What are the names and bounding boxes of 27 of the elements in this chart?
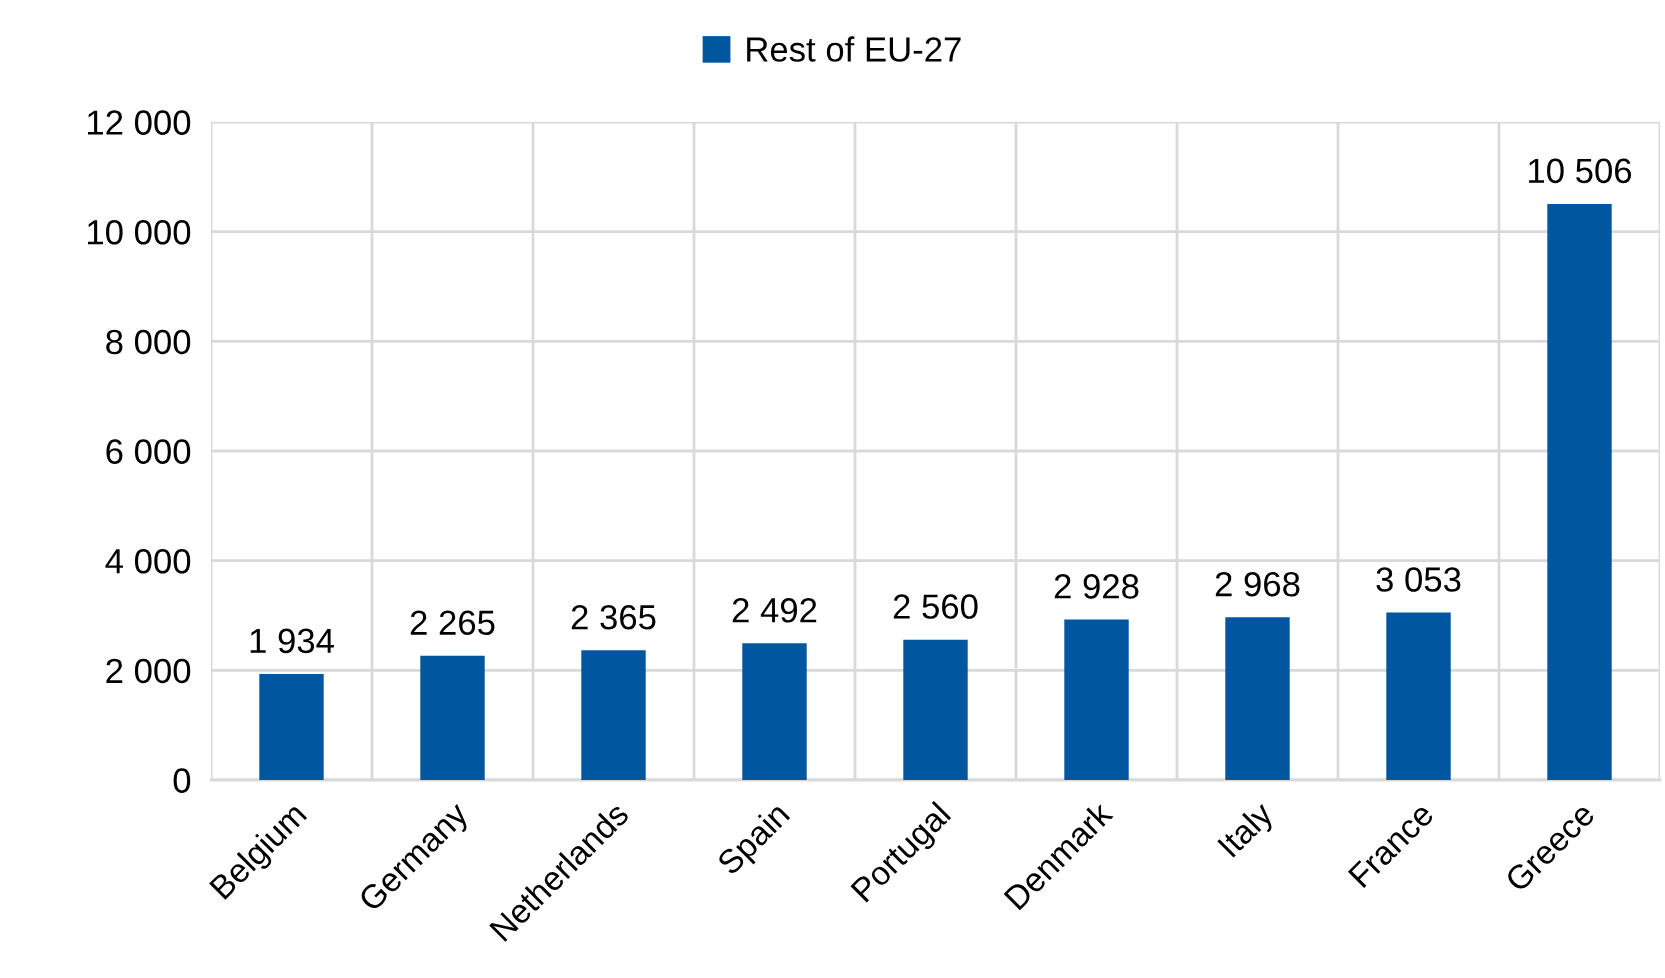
y-tick-label: 4 000 bbox=[105, 549, 191, 574]
data-label: 2 968 bbox=[1215, 571, 1300, 597]
bar bbox=[742, 643, 807, 780]
bar bbox=[259, 673, 324, 780]
data-label: 2 265 bbox=[410, 610, 495, 636]
legend-label: Rest of EU-27 bbox=[747, 36, 961, 62]
bar bbox=[903, 639, 968, 780]
y-tick-label: 12 000 bbox=[88, 110, 191, 135]
data-label: 10 506 bbox=[1529, 158, 1632, 184]
data-label: 2 365 bbox=[571, 604, 656, 630]
data-label: 3 053 bbox=[1376, 567, 1461, 592]
y-tick-label: 0 bbox=[173, 768, 191, 793]
bar bbox=[420, 655, 485, 780]
data-label: 2 928 bbox=[1054, 574, 1139, 599]
y-tick-label: 6 000 bbox=[106, 439, 191, 464]
x-tick-label: Italy bbox=[1216, 799, 1280, 863]
bar bbox=[1064, 619, 1129, 780]
data-label: 2 492 bbox=[732, 598, 817, 623]
data-label: 1 934 bbox=[250, 628, 334, 654]
data-label: 2 560 bbox=[893, 594, 978, 619]
bar bbox=[581, 650, 646, 780]
y-tick-label: 8 000 bbox=[106, 329, 191, 355]
bar bbox=[1547, 203, 1612, 780]
y-tick-label: 2 000 bbox=[106, 658, 191, 684]
bar bbox=[1386, 612, 1451, 780]
bar bbox=[1225, 617, 1290, 780]
y-tick-label: 10 000 bbox=[88, 220, 191, 245]
